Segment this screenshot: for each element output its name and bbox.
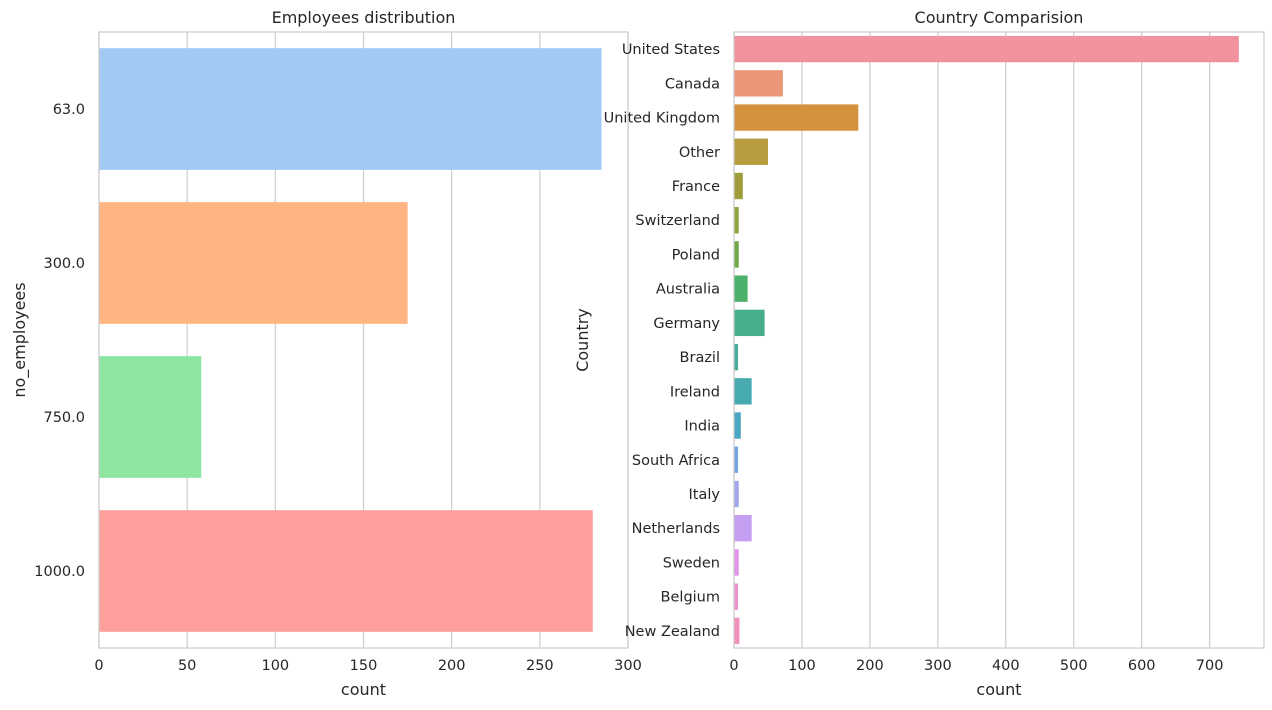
bar-germany bbox=[734, 309, 765, 337]
x-tick-label: 100 bbox=[261, 658, 289, 674]
bar-switzerland bbox=[734, 207, 739, 234]
bars-country bbox=[734, 35, 1239, 645]
x-tick-label: 300 bbox=[924, 658, 952, 674]
x-tick-label: 50 bbox=[178, 658, 196, 674]
x-tick-label: 500 bbox=[1060, 658, 1088, 674]
axes-frame-employees bbox=[98, 31, 629, 649]
bar-united-states bbox=[734, 35, 1239, 63]
bar-belgium bbox=[734, 583, 739, 610]
y-tick-label: 300.0 bbox=[43, 256, 85, 272]
y-tick-label: Switzerland bbox=[635, 213, 720, 229]
y-ticks-employees: 63.0 300.0 750.0 1000.0 bbox=[34, 102, 85, 580]
y-tick-label: New Zealand bbox=[625, 624, 720, 640]
x-tick-label: 250 bbox=[526, 658, 554, 674]
y-tick-label: United States bbox=[622, 42, 720, 58]
bar-1000-0 bbox=[99, 510, 593, 632]
x-tick-label: 200 bbox=[438, 658, 466, 674]
bar-india bbox=[734, 412, 741, 439]
x-tick-label: 0 bbox=[729, 658, 738, 674]
bar-south-africa bbox=[734, 446, 739, 473]
bar-other bbox=[734, 138, 768, 165]
x-axis-label-employees: count bbox=[341, 680, 386, 699]
y-tick-label: India bbox=[684, 419, 720, 435]
y-tick-label: Brazil bbox=[680, 350, 720, 366]
y-tick-label: Belgium bbox=[661, 590, 720, 606]
chart-title-country: Country Comparision bbox=[915, 8, 1084, 27]
x-tick-label: 400 bbox=[992, 658, 1020, 674]
y-tick-label: Canada bbox=[665, 76, 720, 92]
y-tick-label: Sweden bbox=[663, 555, 720, 571]
y-tick-label: Other bbox=[679, 145, 720, 161]
bar-new-zealand bbox=[734, 617, 740, 645]
x-tick-label: 200 bbox=[856, 658, 884, 674]
axes-frame-country bbox=[733, 31, 1265, 649]
y-ticks-country: United States Canada United Kingdom Other Fr… bbox=[604, 42, 721, 640]
bar-750-0 bbox=[99, 356, 202, 478]
bars-employees bbox=[99, 48, 602, 632]
x-axis-label-country: count bbox=[976, 680, 1021, 699]
bar-poland bbox=[734, 241, 739, 268]
x-tick-label: 600 bbox=[1128, 658, 1156, 674]
employees-distribution-panel: Employees distribution 0 50 100 150 200 250 30… bbox=[10, 8, 642, 699]
y-tick-label: 1000.0 bbox=[34, 564, 85, 580]
y-tick-label: France bbox=[672, 179, 720, 195]
chart-title-employees: Employees distribution bbox=[272, 8, 456, 27]
y-tick-label: 63.0 bbox=[53, 102, 85, 118]
y-axis-label-employees: no_employees bbox=[10, 282, 30, 397]
bar-sweden bbox=[734, 549, 739, 576]
bar-brazil bbox=[734, 343, 739, 371]
y-tick-label: Netherlands bbox=[632, 521, 720, 537]
x-tick-label: 100 bbox=[788, 658, 816, 674]
x-ticks-country: 0 100 200 300 400 500 600 700 bbox=[729, 658, 1223, 674]
y-tick-label: Germany bbox=[653, 316, 720, 332]
bar-netherlands bbox=[734, 515, 752, 542]
bar-canada bbox=[734, 70, 783, 97]
country-comparison-panel: Country Comparision 0 100 200 300 400 500 600 7… bbox=[573, 8, 1265, 699]
y-axis-label-country: Country bbox=[573, 308, 592, 372]
y-tick-label: Poland bbox=[672, 247, 720, 263]
bar-italy bbox=[734, 480, 739, 508]
y-tick-label: Australia bbox=[656, 282, 720, 298]
y-tick-label: South Africa bbox=[632, 453, 720, 469]
bar-63-0 bbox=[99, 48, 602, 170]
bar-ireland bbox=[734, 378, 752, 405]
bar-france bbox=[734, 172, 743, 200]
x-tick-label: 700 bbox=[1196, 658, 1224, 674]
x-ticks-employees: 0 50 100 150 200 250 300 bbox=[94, 658, 641, 674]
bar-300-0 bbox=[99, 202, 408, 324]
y-tick-label: United Kingdom bbox=[604, 111, 720, 127]
bar-australia bbox=[734, 275, 748, 302]
bar-united-kingdom bbox=[734, 104, 859, 131]
x-tick-label: 300 bbox=[614, 658, 642, 674]
y-tick-label: 750.0 bbox=[43, 410, 85, 426]
y-tick-label: Italy bbox=[689, 487, 721, 503]
y-tick-label: Ireland bbox=[670, 384, 720, 400]
x-tick-label: 0 bbox=[94, 658, 103, 674]
x-tick-label: 150 bbox=[350, 658, 378, 674]
